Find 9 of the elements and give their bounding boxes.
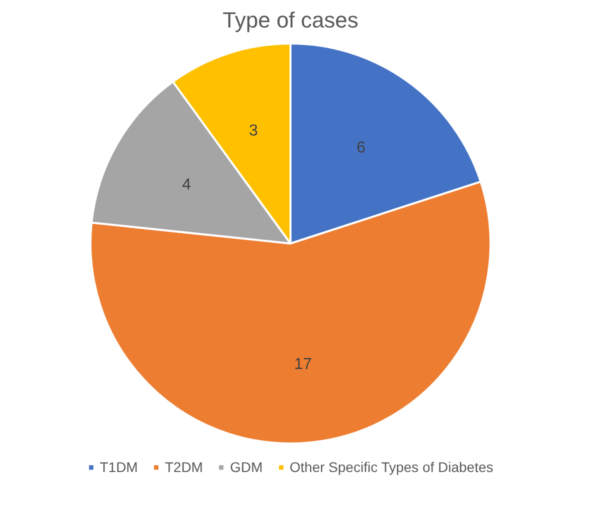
data-label: 3 (248, 122, 258, 140)
legend-label: GDM (230, 459, 263, 475)
legend-label: Other Specific Types of Diabetes (290, 459, 494, 475)
legend-label: T2DM (164, 459, 203, 475)
data-label: 17 (294, 356, 312, 373)
legend-label: T1DM (100, 459, 138, 475)
chart-title: Type of cases (222, 8, 358, 32)
data-label: 4 (182, 176, 192, 194)
data-label: 6 (356, 139, 366, 156)
